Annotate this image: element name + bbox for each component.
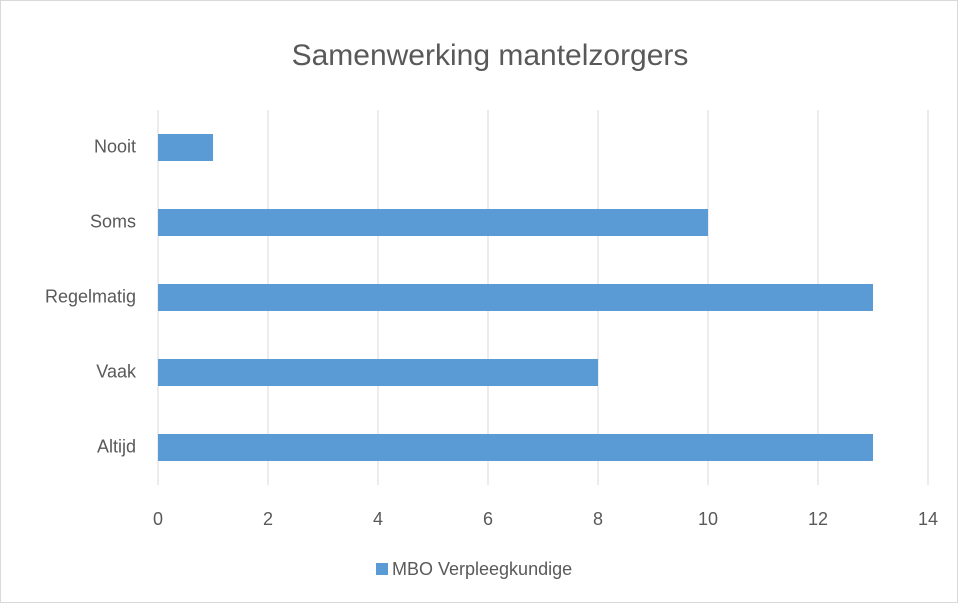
bar — [158, 134, 213, 161]
bar — [158, 209, 708, 236]
chart-title: Samenwerking mantelzorgers — [292, 39, 689, 72]
y-tick-label: Nooit — [94, 136, 136, 156]
legend-swatch — [376, 563, 388, 575]
y-tick-label: Vaak — [96, 361, 137, 381]
x-tick-label: 6 — [483, 509, 493, 529]
x-tick-label: 14 — [918, 509, 938, 529]
x-tick-label: 0 — [153, 509, 163, 529]
bar — [158, 434, 873, 461]
x-tick-label: 4 — [373, 509, 383, 529]
x-tick-label: 8 — [593, 509, 603, 529]
legend-label: MBO Verpleegkundige — [392, 559, 572, 579]
bar — [158, 359, 598, 386]
x-tick-label: 2 — [263, 509, 273, 529]
y-tick-label: Altijd — [97, 436, 136, 456]
y-tick-label: Soms — [90, 211, 136, 231]
x-tick-label: 10 — [698, 509, 718, 529]
y-tick-label: Regelmatig — [45, 286, 136, 306]
bar — [158, 284, 873, 311]
x-tick-label: 12 — [808, 509, 828, 529]
